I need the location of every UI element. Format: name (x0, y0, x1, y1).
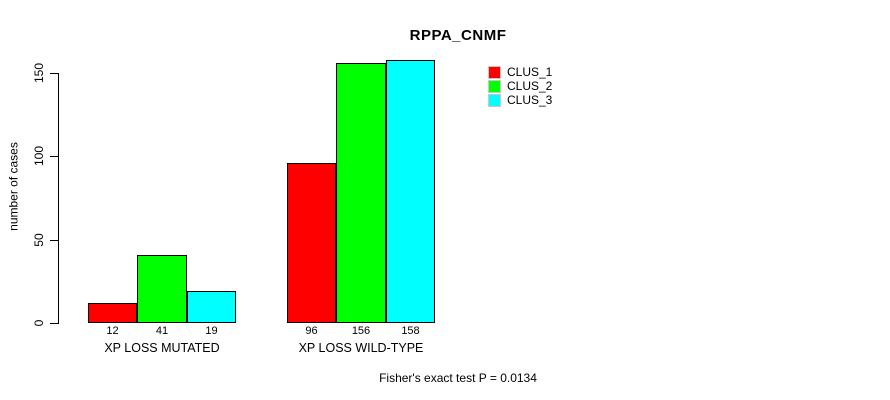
bar-value-label: 12 (106, 325, 119, 337)
bar-value-label: 156 (351, 325, 371, 337)
y-tick-label: 50 (32, 233, 46, 247)
bar-value-label: 19 (205, 325, 218, 337)
legend-swatch-clus_2 (488, 80, 501, 93)
bar-value-label: 41 (155, 325, 169, 337)
y-tick-mark (50, 73, 58, 74)
y-tick-label: 0 (32, 319, 46, 327)
y-tick-mark (50, 240, 58, 241)
y-axis-line (58, 73, 59, 324)
bar-clus_1-group1 (88, 303, 137, 323)
x-group-label: XP LOSS WILD-TYPE (298, 341, 424, 355)
legend-label-clus_1: CLUS_1 (507, 65, 553, 79)
legend-swatch-clus_1 (488, 66, 501, 79)
y-tick-mark (50, 156, 58, 157)
x-group-label: XP LOSS MUTATED (104, 341, 220, 355)
bar-clus_1-group2 (287, 163, 336, 323)
y-tick-mark (50, 323, 58, 324)
bar-value-label: 158 (401, 325, 420, 337)
bar-clus_2-group2 (336, 63, 386, 323)
chart-title: RPPA_CNMF (409, 27, 507, 44)
legend-swatch-clus_3 (488, 94, 501, 107)
footnote-fisher-test: Fisher's exact test P = 0.0134 (379, 371, 537, 385)
legend-label-clus_2: CLUS_2 (507, 79, 553, 93)
legend-label-clus_3: CLUS_3 (507, 93, 553, 107)
bar-value-label: 96 (305, 325, 318, 337)
y-tick-label: 100 (32, 145, 46, 167)
bar-clus_3-group2 (386, 60, 435, 323)
bar-clus_2-group1 (137, 255, 187, 323)
bar-clus_3-group1 (187, 291, 236, 323)
y-tick-label: 150 (32, 62, 46, 84)
